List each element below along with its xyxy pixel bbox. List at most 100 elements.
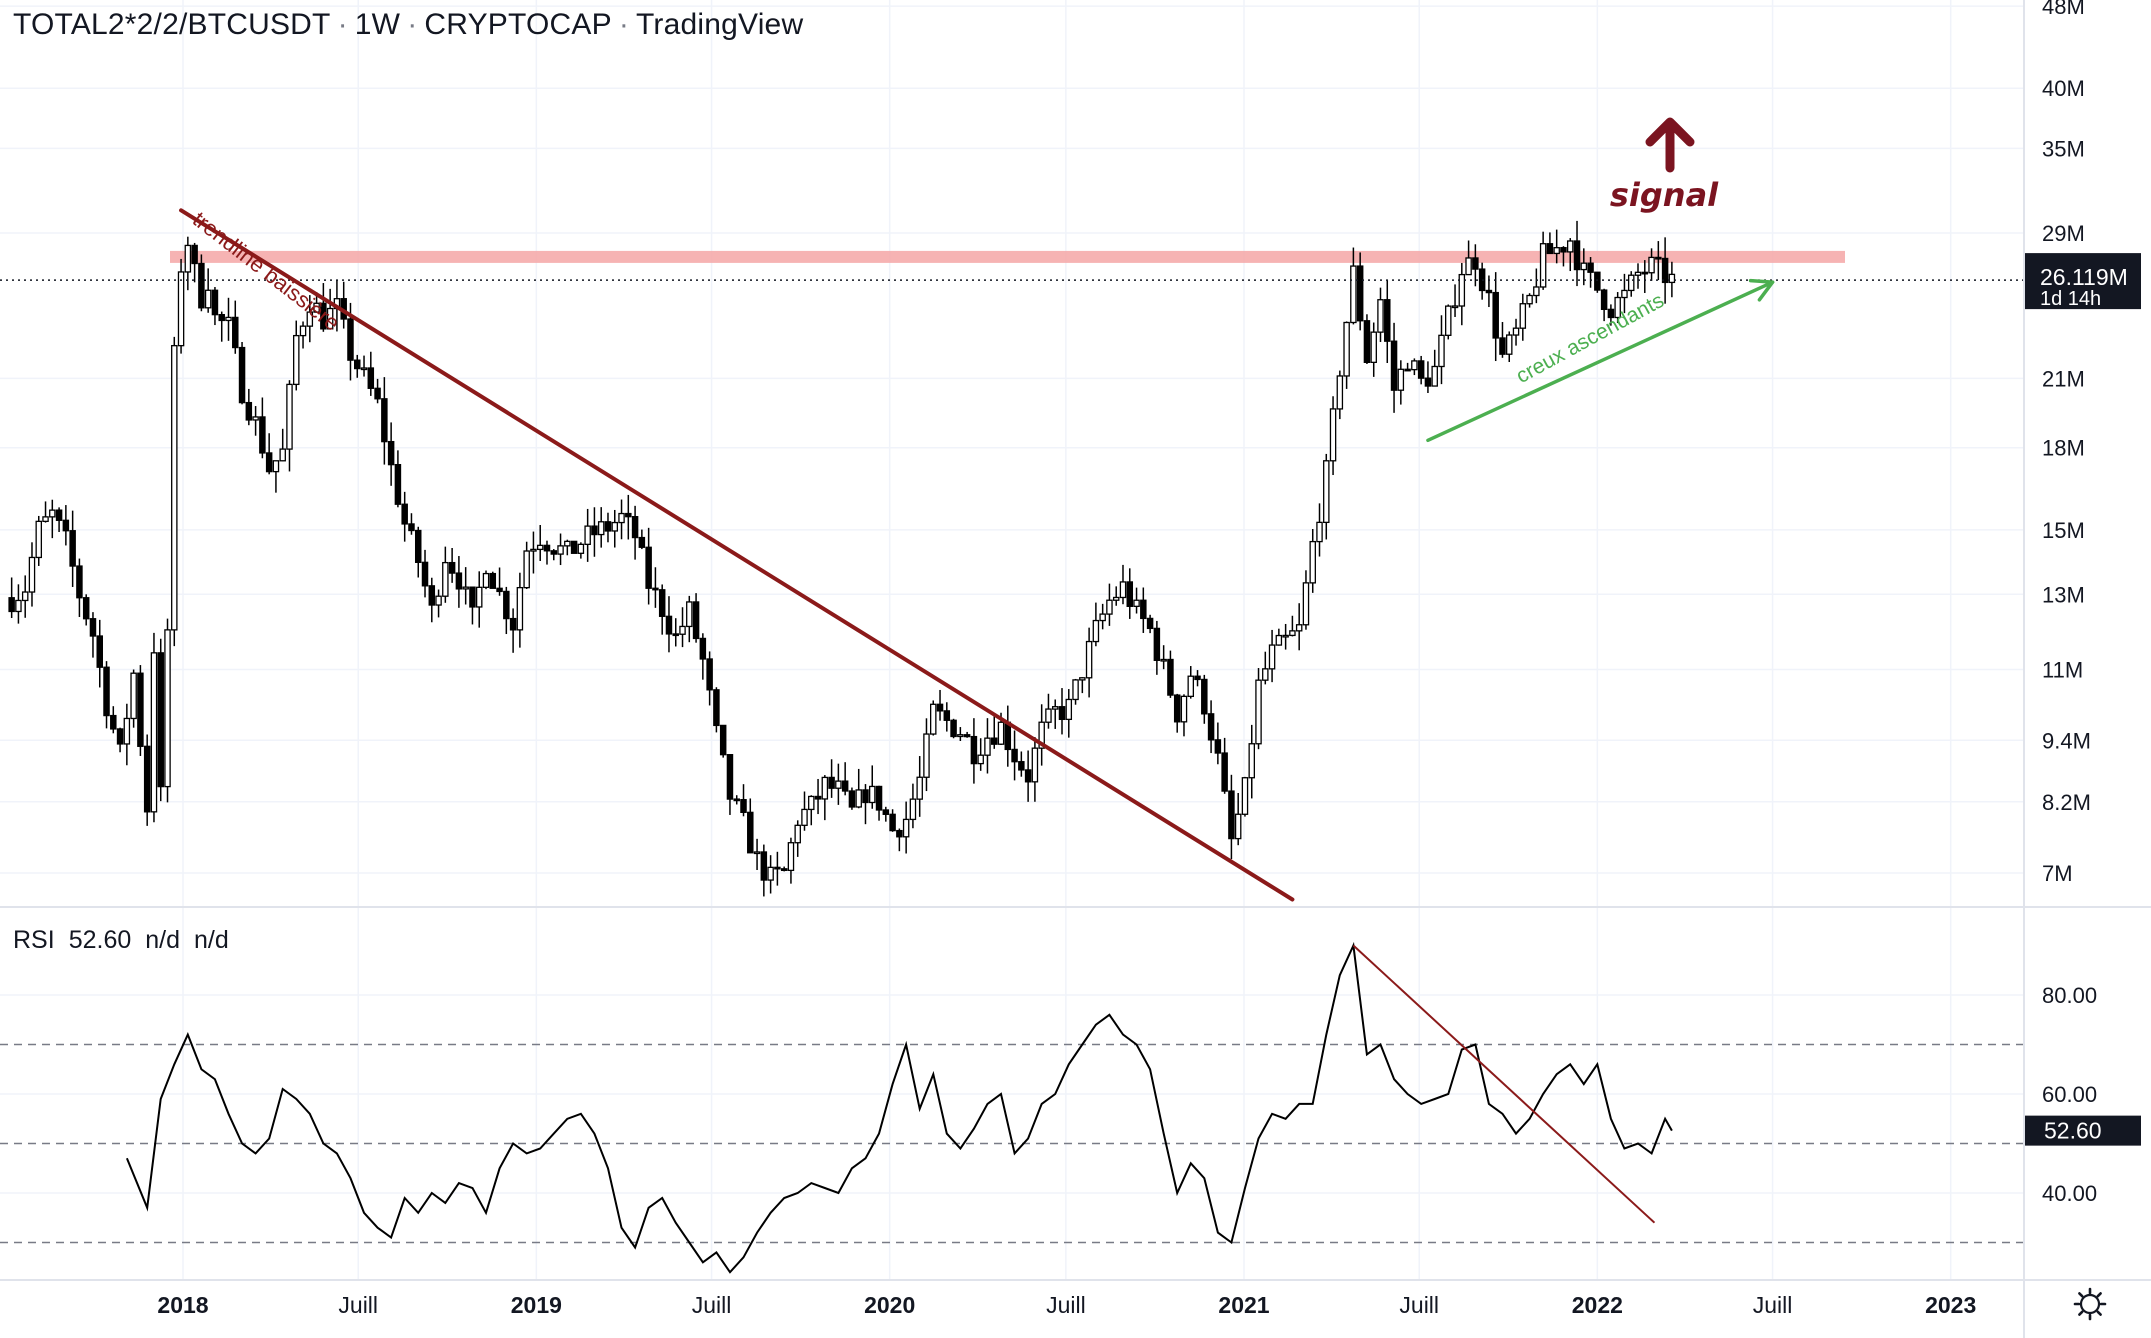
price-plot [0,220,2024,897]
candle-78 [536,524,544,561]
candle-154 [1051,699,1059,729]
candle-164 [1119,564,1127,605]
candle-42 [293,320,300,391]
candle-192 [1309,529,1316,593]
candle-199 [1356,252,1364,331]
candle-49 [340,281,347,329]
candle-106 [726,754,734,815]
candle-body [665,615,673,635]
candle-1 [15,584,22,624]
candle-body [638,536,646,548]
rsi-name[interactable]: RSI [13,926,55,954]
annotations: trendline baissière creux ascendants signa… [179,117,1775,902]
candle-body [1512,327,1520,336]
candle-body [1173,694,1181,723]
candle-body [306,311,314,327]
candle-130 [889,809,896,832]
candle-12 [89,612,97,658]
candle-100 [686,595,693,643]
candle-161 [1099,603,1106,630]
candle-body [1133,599,1140,607]
candle-body [1519,303,1527,329]
candle-244 [1661,237,1669,304]
time-tick-4: 2020 [864,1292,915,1318]
candle-95 [652,567,659,608]
interval-label[interactable]: 1W [354,8,401,41]
candle-body [1573,240,1581,271]
candle-body [1309,540,1316,584]
candle-128 [875,785,883,821]
candle-body [1201,678,1208,715]
candle-150 [1024,750,1032,802]
candle-16 [116,727,124,753]
candle-99 [679,607,686,648]
candle-body [62,519,70,532]
candle-body [130,672,137,720]
candle-body [889,813,896,832]
candle-body [747,811,754,854]
candle-body [1600,289,1608,311]
candle-113 [774,851,781,886]
candle-166 [1133,587,1140,614]
candle-body [462,586,469,590]
rsi-value: 52.60 [68,926,132,954]
candle-body [652,587,659,591]
candle-body [1221,752,1228,792]
candle-9 [69,510,76,587]
candle-body [184,244,192,273]
source-label: TradingView [636,8,804,41]
candle-body [1472,257,1479,270]
candle-121 [828,759,835,798]
candle-86 [591,507,598,557]
candle-125 [855,768,862,809]
candle-216 [1472,244,1479,287]
candle-184 [1255,668,1262,750]
candle-14 [103,661,110,729]
candle-body [984,737,991,756]
candle-body [1038,721,1045,749]
symbol-label[interactable]: TOTAL2*2/2/BTCUSDT [13,8,331,41]
candle-body [855,789,862,808]
candle-133 [909,783,917,829]
candle-175 [1194,670,1201,687]
candle-73 [503,586,510,635]
candle-30 [211,287,219,326]
candle-230 [1566,238,1574,272]
candle-body [394,463,402,505]
candle-body [997,721,1005,745]
candle-0 [8,577,15,619]
candle-body [21,591,29,602]
candle-body [1451,305,1459,309]
candle-144 [984,718,991,774]
candle-29 [204,268,212,313]
candle-242 [1648,248,1655,281]
candle-169 [1153,620,1161,675]
candle-body [198,262,205,309]
signal-arrow-head [1645,117,1695,147]
candle-body [1390,340,1398,391]
candle-body [740,799,747,813]
candle-body [726,754,734,800]
candle-71 [489,571,497,589]
candle-body [936,703,944,712]
candle-body [1411,360,1418,371]
candle-207 [1411,358,1418,376]
candle-body [1634,271,1642,276]
candle-43 [299,321,307,349]
candle-body [557,545,564,555]
time-tick-7: Juill [1399,1292,1439,1318]
candle-51 [354,354,361,378]
candle-body [1316,521,1323,543]
candle-80 [550,549,558,561]
candle-body [225,316,232,322]
candle-body [1492,291,1499,339]
candle-body [55,509,63,521]
candle-222 [1512,318,1520,346]
candle-body [1607,308,1615,319]
candle-body [496,587,503,593]
candle-213 [1451,284,1459,317]
candle-body [1370,331,1377,363]
candle-83 [570,540,578,554]
candle-body [1377,299,1384,333]
